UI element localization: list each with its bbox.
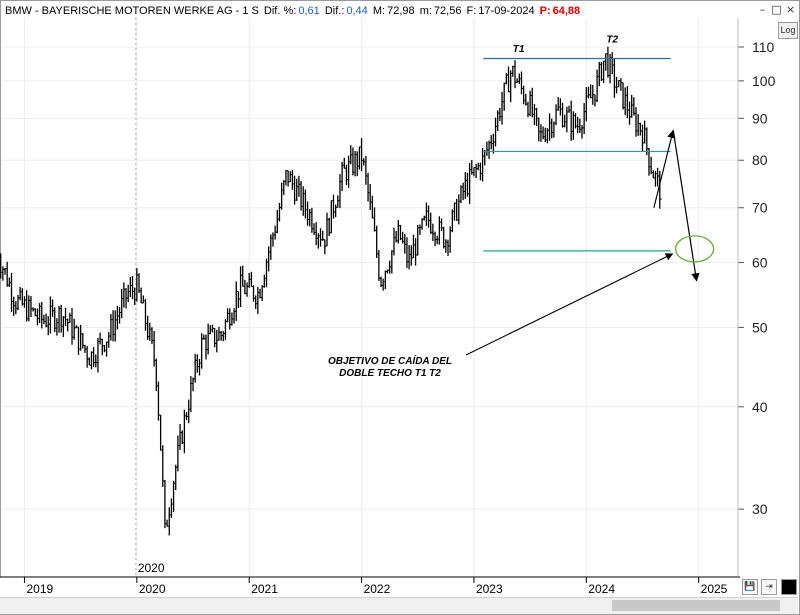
y-tick-label: 70 — [752, 200, 768, 216]
min-value: 72,56 — [433, 5, 462, 17]
date-value: 17-09-2024 — [478, 5, 535, 17]
target-circle — [674, 235, 715, 263]
y-tick-label: 30 — [752, 501, 768, 517]
min-label: m: — [419, 5, 432, 17]
note-pointer-arrow — [465, 253, 674, 356]
dif-pct-label: Dif. %: — [263, 5, 297, 17]
dif-pct-value: 0,61 — [298, 5, 320, 17]
scrollbar-thumb[interactable] — [612, 600, 780, 611]
price-label: P: — [539, 5, 551, 17]
date-label: F: — [466, 5, 477, 17]
max-value: 72,98 — [387, 5, 415, 17]
x-tick-label: 2024 — [588, 582, 615, 596]
log-scale-button[interactable]: Log — [778, 22, 798, 39]
projection-arrow-down — [672, 130, 700, 282]
save-icon[interactable]: 💾 — [742, 579, 758, 595]
note-line-1: OBJETIVO DE CAÍDA DEL — [328, 354, 452, 367]
x-tick-label: 2021 — [251, 582, 278, 596]
projection-arrow-up — [653, 129, 676, 208]
dif-value: 0,44 — [346, 5, 368, 17]
price-value: 64,88 — [552, 5, 581, 17]
y-tick-label: 60 — [752, 255, 768, 271]
max-label: M: — [372, 5, 386, 17]
note-line-2: DOBLE TECHO T1 T2 — [339, 368, 441, 379]
chart-header: BMW - BAYERISCHE MOTOREN WERKE AG - 1 S … — [5, 3, 582, 19]
restore-button[interactable]: □ — [771, 3, 782, 16]
x-tick-label: 2025 — [701, 582, 728, 596]
minimize-button[interactable]: – — [759, 3, 766, 16]
x-axis-band — [0, 577, 740, 597]
y-tick-label: 110 — [752, 39, 775, 55]
y-tick-label: 80 — [752, 152, 768, 168]
x-tick-label: 2023 — [476, 582, 503, 596]
x-tick-label: 2020 — [139, 582, 166, 596]
peak-label: T2 — [606, 35, 618, 46]
y-tick-label: 100 — [752, 73, 776, 89]
y-tick-label: 90 — [752, 110, 768, 126]
ticker-name: BMW - BAYERISCHE MOTOREN WERKE AG - 1 S — [5, 5, 259, 17]
x-tick-label: 2022 — [364, 582, 391, 596]
x-tick-label: 2019 — [26, 582, 53, 596]
peak-label: T1 — [513, 44, 525, 55]
close-button[interactable]: × — [785, 3, 796, 16]
move-icon[interactable]: ⇥ — [761, 579, 777, 595]
crosshair-label: 2020 — [138, 561, 165, 575]
y-tick-label: 50 — [752, 319, 768, 335]
y-tick-label: 40 — [752, 399, 768, 415]
dif-label: Dif.: — [324, 5, 345, 17]
horizontal-scrollbar[interactable] — [0, 597, 798, 614]
color-swatch-button[interactable] — [781, 579, 797, 595]
